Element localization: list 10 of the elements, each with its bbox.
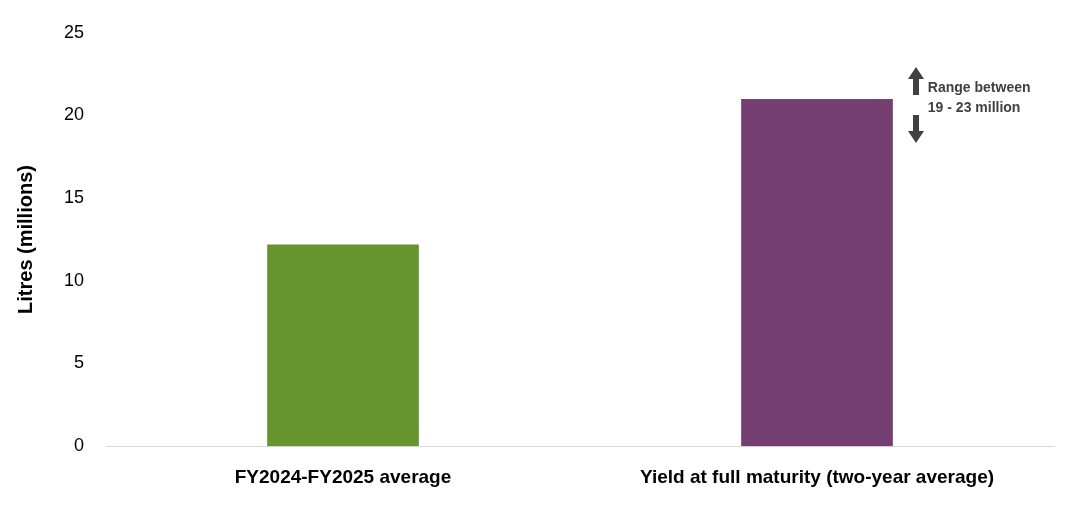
x-tick-label: Yield at full maturity (two-year average) <box>639 465 995 487</box>
y-tick-label: 0 <box>74 435 85 456</box>
x-tick-label: FY2024-FY2025 average <box>234 465 452 487</box>
y-tick-label: 20 <box>63 104 85 125</box>
annotation: Range between 19 - 23 million <box>927 77 1032 117</box>
y-axis-title: Litres (millions) <box>13 165 36 314</box>
y-tick-label: 5 <box>74 352 85 373</box>
y-tick-label: 25 <box>63 21 85 42</box>
y-tick-label: 10 <box>63 269 85 290</box>
y-tick-label: 15 <box>63 187 85 208</box>
